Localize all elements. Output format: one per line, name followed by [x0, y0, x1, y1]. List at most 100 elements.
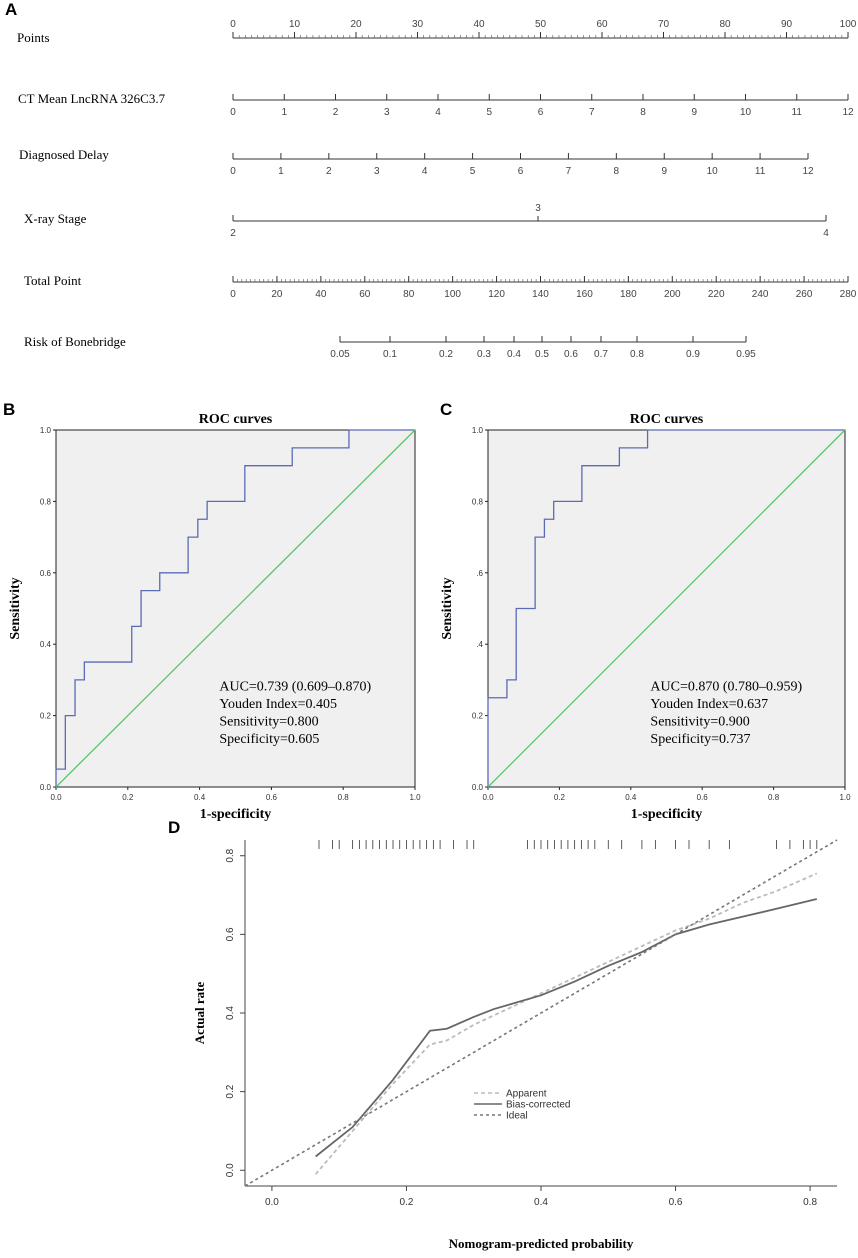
nomogram-tick-label: 20: [350, 19, 362, 30]
nomogram-tick-label: 100: [840, 19, 857, 30]
nomogram-tick-label: 10: [289, 19, 301, 30]
roc-x-axis-label: 1-specificity: [200, 807, 272, 822]
nomogram-tick-label: 0.7: [594, 349, 608, 360]
nomogram-tick-label: 50: [535, 19, 547, 30]
nomogram-tick-label: 30: [412, 19, 424, 30]
roc-title: ROC curves: [630, 412, 704, 427]
roc-y-tick-label: 0.0: [472, 783, 484, 792]
roc-annotation: Specificity=0.605: [219, 732, 319, 747]
nomogram-row-label: X-ray Stage: [24, 211, 87, 226]
nomogram-tick-label: 60: [359, 289, 371, 300]
roc-annotation: Sensitivity=0.900: [650, 715, 749, 730]
roc-y-tick-label: .4: [476, 640, 483, 649]
nomogram-tick-label: 0: [230, 289, 236, 300]
nomogram-tick-label: 1: [278, 166, 284, 177]
nomogram-tick-label: 280: [840, 289, 857, 300]
roc-y-tick-label: 0.4: [40, 640, 52, 649]
roc-y-tick-label: 0.2: [40, 712, 52, 721]
roc-annotation: Specificity=0.737: [650, 732, 750, 747]
roc-x-tick-label: 0.2: [554, 793, 566, 802]
nomogram-tick-label: 11: [792, 107, 803, 118]
nomogram-tick-label: 0.3: [477, 349, 491, 360]
nomogram-tick-label: 0.05: [330, 349, 350, 360]
roc-x-tick-label: 0.4: [194, 793, 206, 802]
panel-d-letter: D: [168, 818, 181, 837]
nomogram-tick-label: 7: [589, 107, 595, 118]
nomogram-tick-label: 4: [435, 107, 441, 118]
nomogram-row-label: Points: [17, 30, 50, 45]
nomogram-tick-label: 0: [230, 166, 236, 177]
nomogram-tick-label: 6: [538, 107, 544, 118]
calibration-y-tick-label: 0.8: [225, 848, 236, 862]
nomogram-tick-label: 12: [802, 166, 814, 177]
nomogram-tick-label: 0.5: [535, 349, 549, 360]
roc-x-tick-label: 0.0: [482, 793, 494, 802]
nomogram-tick-label: 0.6: [564, 349, 578, 360]
nomogram-tick-label: 180: [620, 289, 637, 300]
nomogram-tick-label: 0.8: [630, 349, 644, 360]
nomogram-tick-label: 8: [614, 166, 620, 177]
nomogram-row-label: CT Mean LncRNA 326C3.7: [18, 91, 166, 106]
roc-y-tick-label: 0.0: [40, 783, 52, 792]
panel-a-letter: A: [5, 0, 18, 19]
nomogram-tick-label: 0.9: [686, 349, 700, 360]
legend-label-ideal: Ideal: [506, 1111, 528, 1122]
nomogram-tick-label: 3: [384, 107, 390, 118]
nomogram-tick-label: 0: [230, 19, 236, 30]
calibration-series-ideal: [244, 839, 838, 1187]
calibration-x-tick-label: 0.2: [400, 1197, 414, 1208]
roc-y-tick-label: 1.0: [40, 426, 52, 435]
nomogram-tick-label: 12: [842, 107, 854, 118]
roc-y-tick-label: 0.2: [472, 712, 484, 721]
nomogram-tick-label: 0: [230, 107, 236, 118]
nomogram-tick-label: 140: [532, 289, 549, 300]
roc-series-reference: [55, 429, 416, 788]
nomogram-tick-label: 5: [470, 166, 476, 177]
nomogram-tick-label: 80: [719, 19, 731, 30]
roc-title: ROC curves: [199, 412, 273, 427]
nomogram-tick-label: 4: [422, 166, 428, 177]
nomogram-row-x-ray-stage: X-ray Stage 2 3 4: [24, 203, 829, 239]
calibration-y-tick-label: 0.0: [225, 1163, 236, 1177]
calibration-y-tick-label: 0.6: [225, 927, 236, 941]
roc-annotation: AUC=0.870 (0.780–0.959): [650, 680, 802, 695]
roc-x-tick-label: 0.0: [50, 793, 62, 802]
roc-y-axis-label: Sensitivity: [440, 577, 455, 639]
roc-y-tick-label: 0.8: [472, 497, 484, 506]
roc-y-tick-label: 1.0: [472, 426, 484, 435]
legend-label-bias-corrected: Bias-corrected: [506, 1100, 570, 1111]
roc-x-tick-label: 0.4: [625, 793, 637, 802]
roc-series-roc: [487, 429, 845, 787]
roc-x-tick-label: 0.6: [266, 793, 278, 802]
roc-panel-b: ROC curves 1-specificity Sensitivity 0.0 0.2…: [8, 412, 421, 822]
nomogram-row-label: Diagnosed Delay: [19, 147, 109, 162]
roc-x-tick-label: 0.6: [697, 793, 709, 802]
roc-y-axis-label: Sensitivity: [8, 577, 23, 639]
nomogram-tick-label: 3: [535, 203, 541, 214]
calibration-x-tick-label: 0.6: [669, 1197, 683, 1208]
nomogram-row-label: Total Point: [24, 273, 82, 288]
nomogram-tick-label: 2: [333, 107, 339, 118]
nomogram-tick-label: 1: [281, 107, 287, 118]
roc-x-axis-label: 1-specificity: [631, 807, 703, 822]
roc-panel-c: ROC curves 1-specificity Sensitivity 0.0 0.2…: [440, 412, 851, 822]
calibration-x-axis-label: Nomogram-predicted probability: [449, 1236, 634, 1251]
nomogram-tick-label: 80: [403, 289, 415, 300]
nomogram-row-ct-mean-lncrna-326c3-7: CT Mean LncRNA 326C3.70 1 2 3 4 5 6 7 8 9 10 11 12: [18, 91, 854, 118]
nomogram-tick-label: 5: [486, 107, 492, 118]
nomogram-tick-label: 60: [596, 19, 608, 30]
nomogram-tick-label: 4: [823, 228, 829, 239]
nomogram-tick-label: 0.1: [383, 349, 397, 360]
nomogram-row-points: Points 0 10 20 30 40 50 60 70 80 90 100: [17, 19, 857, 45]
nomogram-tick-label: 9: [691, 107, 697, 118]
roc-x-tick-label: 1.0: [839, 793, 851, 802]
calibration-series-bias-corrected: [315, 898, 818, 1158]
legend-label-apparent: Apparent: [506, 1089, 547, 1100]
nomogram-row-label: Risk of Bonebridge: [24, 334, 126, 349]
nomogram-tick-label: 220: [708, 289, 725, 300]
roc-series-reference: [487, 429, 846, 788]
roc-annotation: Youden Index=0.637: [650, 697, 768, 712]
nomogram-tick-label: 0.2: [439, 349, 453, 360]
